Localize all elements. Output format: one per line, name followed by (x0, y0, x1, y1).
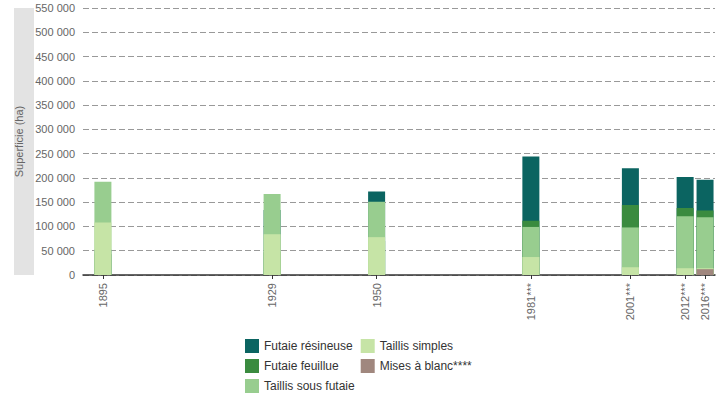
svg-text:250 000: 250 000 (35, 148, 75, 160)
svg-text:1981***: 1981*** (525, 282, 537, 320)
svg-text:150 000: 150 000 (35, 196, 75, 208)
svg-text:200 000: 200 000 (35, 172, 75, 184)
svg-text:500 000: 500 000 (35, 26, 75, 38)
svg-text:Superficie (ha): Superficie (ha) (13, 106, 25, 178)
svg-text:1929: 1929 (266, 283, 278, 307)
svg-text:1895: 1895 (97, 283, 109, 307)
svg-text:2016***: 2016*** (699, 282, 711, 320)
svg-text:550 000: 550 000 (35, 2, 75, 14)
svg-text:Taillis simples: Taillis simples (380, 339, 453, 353)
svg-text:Futaie feuillue: Futaie feuillue (264, 359, 339, 373)
svg-text:450 000: 450 000 (35, 51, 75, 63)
svg-text:1950: 1950 (371, 283, 383, 307)
svg-text:350 000: 350 000 (35, 99, 75, 111)
svg-text:2012***: 2012*** (679, 282, 691, 320)
svg-text:Mises à blanc****: Mises à blanc**** (380, 359, 472, 373)
svg-text:400 000: 400 000 (35, 75, 75, 87)
svg-text:0: 0 (69, 269, 75, 281)
svg-text:50 000: 50 000 (41, 245, 75, 257)
svg-text:100 000: 100 000 (35, 220, 75, 232)
svg-text:Taillis sous futaie: Taillis sous futaie (264, 379, 355, 393)
svg-text:2001***: 2001*** (624, 282, 636, 320)
svg-text:Futaie résineuse: Futaie résineuse (264, 339, 353, 353)
svg-text:300 000: 300 000 (35, 123, 75, 135)
